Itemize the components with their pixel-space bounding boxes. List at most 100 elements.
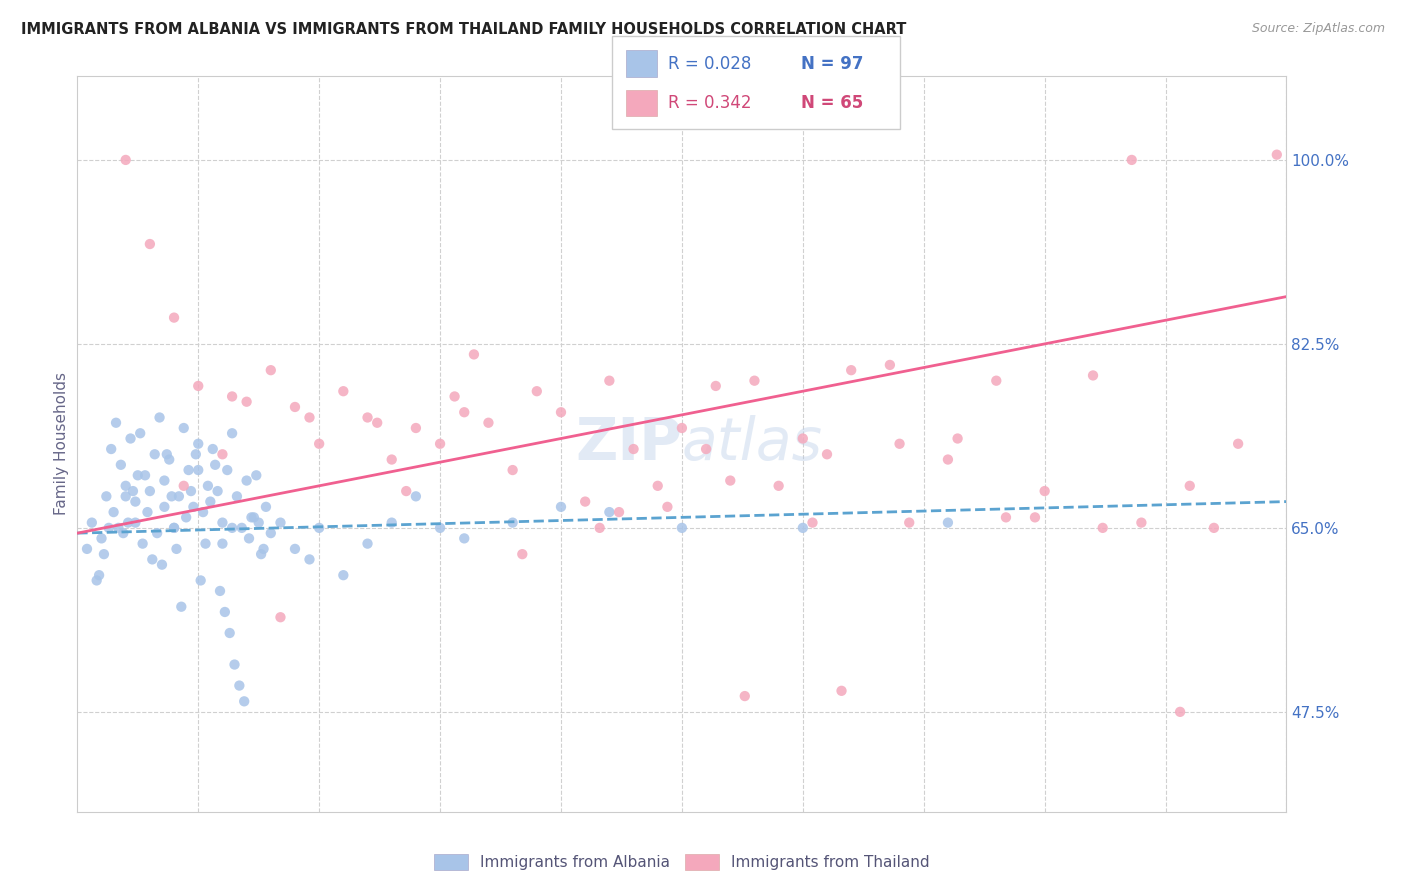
Point [122,484,145,499]
Point [366,416,388,430]
Point [129,426,152,441]
Point [156,447,179,461]
Y-axis label: Family Households: Family Households [53,372,69,516]
Text: R = 0.342: R = 0.342 [668,95,751,112]
Point [898,516,921,530]
Point [526,384,548,399]
Point [201,442,224,456]
Point [453,532,475,546]
Point [657,500,679,514]
Text: Source: ZipAtlas.com: Source: ZipAtlas.com [1251,22,1385,36]
Point [214,605,236,619]
Point [1024,510,1046,524]
Point [284,400,307,414]
Point [589,521,612,535]
Point [801,516,824,530]
Point [695,442,717,456]
Point [174,510,197,524]
Point [207,484,229,499]
Point [405,489,427,503]
Point [671,521,693,535]
Point [768,479,790,493]
Point [211,536,233,550]
Point [166,541,188,556]
Text: R = 0.028: R = 0.028 [668,54,751,73]
Point [105,416,128,430]
Point [298,410,321,425]
Point [1265,147,1288,161]
Point [124,494,146,508]
Point [148,410,170,425]
Point [221,389,243,403]
Point [381,516,404,530]
Point [550,500,572,514]
Point [986,374,1008,388]
Point [671,421,693,435]
Point [224,657,246,672]
Point [100,442,122,456]
Point [93,547,115,561]
Point [936,516,959,530]
Point [245,468,267,483]
Point [598,374,620,388]
Point [429,437,451,451]
Text: atlas: atlas [682,416,823,472]
Point [103,505,125,519]
Point [114,489,136,503]
Point [218,626,240,640]
Point [170,599,193,614]
Point [184,447,207,461]
Point [233,694,256,708]
Point [204,458,226,472]
Point [381,452,404,467]
Point [217,463,239,477]
Legend: Immigrants from Albania, Immigrants from Thailand: Immigrants from Albania, Immigrants from… [434,855,929,871]
Point [197,479,219,493]
Point [76,541,98,556]
Point [1081,368,1104,383]
Point [792,432,814,446]
Point [112,526,135,541]
Point [332,384,354,399]
Point [194,536,217,550]
Point [139,484,162,499]
Text: IMMIGRANTS FROM ALBANIA VS IMMIGRANTS FROM THAILAND FAMILY HOUSEHOLDS CORRELATIO: IMMIGRANTS FROM ALBANIA VS IMMIGRANTS FR… [21,22,907,37]
Point [994,510,1017,524]
Text: N = 97: N = 97 [801,54,863,73]
Point [173,421,195,435]
Point [510,547,533,561]
Point [183,500,205,514]
Point [260,526,283,541]
Point [141,552,163,566]
Point [114,479,136,493]
Point [235,474,257,488]
Point [208,583,231,598]
Point [252,541,274,556]
Point [150,558,173,572]
Point [200,494,222,508]
Point [704,379,727,393]
Point [153,474,176,488]
Point [889,437,911,451]
Point [163,310,186,325]
Point [136,505,159,519]
Point [405,421,427,435]
Point [946,432,969,446]
Point [173,479,195,493]
Point [744,374,766,388]
Point [221,521,243,535]
Point [1121,153,1143,167]
Point [110,458,132,472]
Point [254,500,277,514]
Point [879,358,901,372]
Point [607,505,630,519]
Point [187,463,209,477]
Point [623,442,645,456]
Point [211,516,233,530]
Point [1130,516,1153,530]
Point [453,405,475,419]
Text: ZIP: ZIP [575,416,682,472]
Point [96,489,118,503]
Point [502,463,524,477]
Point [191,505,214,519]
